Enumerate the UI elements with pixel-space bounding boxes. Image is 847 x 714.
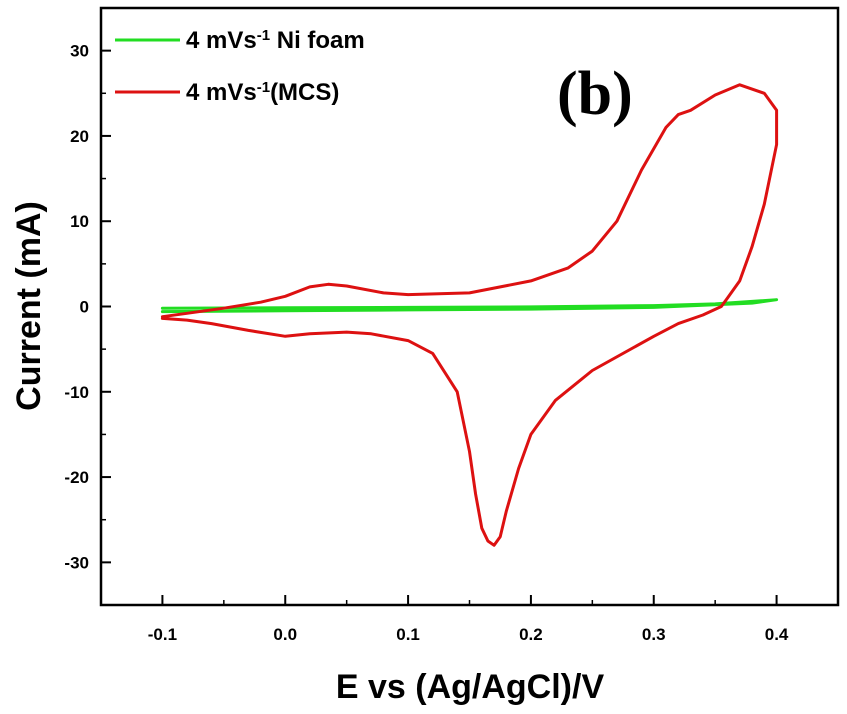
y-tick-label: -10 bbox=[64, 383, 89, 402]
x-axis-title: E vs (Ag/AgCl)/V bbox=[336, 668, 605, 706]
y-tick-label: 20 bbox=[70, 127, 89, 146]
x-tick-label: 0.0 bbox=[273, 625, 297, 644]
series-line-1 bbox=[160, 83, 779, 547]
legend: 4 mVs-1 Ni foam 4 mVs-1(MCS) bbox=[115, 27, 365, 107]
panel-label: (b) bbox=[557, 60, 633, 128]
x-tick-label: 0.3 bbox=[642, 625, 666, 644]
y-tick-label: 0 bbox=[80, 298, 89, 317]
axis-tick-labels: -0.1 0.0 0.1 0.2 0.3 0.4 -30 -20 -10 0 10 20 30 bbox=[64, 42, 789, 644]
y-tick-label: -20 bbox=[64, 468, 89, 487]
x-tick-label: 0.2 bbox=[519, 625, 543, 644]
x-tick-label: -0.1 bbox=[148, 625, 177, 644]
x-tick-label: 0.4 bbox=[765, 625, 789, 644]
legend-label-mcs: 4 mVs-1(MCS) bbox=[186, 79, 339, 107]
series-layer bbox=[160, 83, 779, 547]
x-tick-label: 0.1 bbox=[396, 625, 420, 644]
y-tick-label: 30 bbox=[70, 42, 89, 61]
axis-ticks bbox=[100, 7, 839, 606]
y-axis-title: Current (mA) bbox=[10, 201, 48, 411]
series-line-0 bbox=[160, 298, 779, 314]
y-tick-label: 10 bbox=[70, 212, 89, 231]
y-tick-label: -30 bbox=[64, 553, 89, 572]
legend-label-ni-foam: 4 mVs-1 Ni foam bbox=[186, 27, 365, 55]
